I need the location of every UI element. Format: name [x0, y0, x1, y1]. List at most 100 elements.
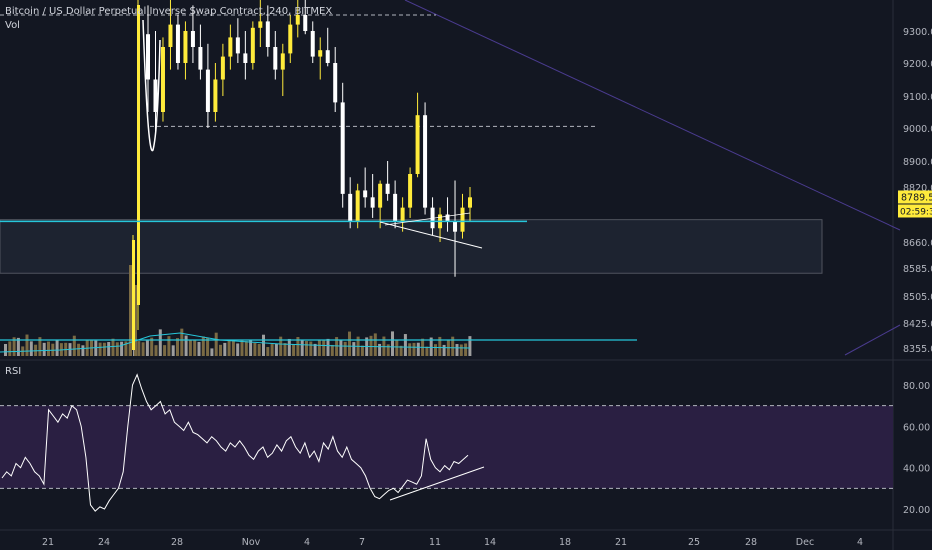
- candle: [340, 102, 345, 194]
- volume-bar: [434, 344, 437, 356]
- rsi-tick-label: 20.00: [903, 505, 930, 516]
- volume-bar: [317, 340, 321, 356]
- rsi-band: [0, 405, 893, 489]
- time-tick-label: 24: [98, 537, 110, 548]
- volume-bar: [55, 340, 59, 356]
- time-tick-label: 4: [857, 537, 863, 548]
- volume-bar: [335, 337, 339, 356]
- rsi-tick-label: 60.00: [903, 422, 930, 433]
- price-tick-label: 8425.0: [903, 319, 932, 330]
- volume-bar: [322, 340, 326, 356]
- volume-bar: [4, 344, 7, 356]
- candle: [408, 174, 413, 208]
- volume-bar: [266, 347, 270, 356]
- candle-wick: [142, 19, 161, 152]
- candle: [295, 15, 300, 25]
- candle: [280, 53, 285, 70]
- volume-bar: [429, 337, 433, 356]
- volume-bar: [330, 344, 334, 356]
- volume-bar: [292, 344, 296, 356]
- volume-bar: [163, 345, 167, 356]
- volume-bar: [193, 339, 197, 356]
- candle: [228, 37, 233, 57]
- volume-bar: [98, 342, 102, 356]
- candle: [137, 5, 140, 305]
- candle: [175, 24, 180, 64]
- volume-bar: [141, 342, 145, 356]
- volume-bar: [313, 343, 317, 356]
- candle: [378, 183, 383, 208]
- volume-bar: [326, 338, 330, 356]
- volume-bar: [219, 344, 222, 356]
- volume-bar: [446, 340, 450, 356]
- volume-bar: [25, 334, 29, 356]
- volume-bar: [240, 339, 244, 356]
- volume-bar: [373, 333, 377, 356]
- support-zone: [0, 219, 823, 274]
- volume-bar: [94, 340, 98, 356]
- volume-bar: [167, 336, 171, 356]
- rsi-tick-label: 80.00: [903, 381, 930, 392]
- rsi-line: [1, 373, 469, 512]
- candle: [393, 193, 398, 222]
- diagonal-trendline-bottom: [844, 324, 901, 356]
- volume-bar: [214, 332, 218, 356]
- volume-bar: [158, 329, 162, 356]
- candle: [160, 47, 165, 112]
- volume-bar: [399, 345, 403, 356]
- time-tick-label: 4: [304, 537, 310, 548]
- volume-bar: [42, 342, 46, 356]
- candle: [220, 56, 225, 80]
- volume-bar: [459, 344, 463, 356]
- volume-bar: [262, 334, 265, 356]
- volume-bar: [339, 340, 343, 356]
- candle: [205, 69, 210, 112]
- time-tick-label: 25: [688, 537, 700, 548]
- volume-bar: [188, 340, 192, 356]
- time-tick-label: Dec: [796, 537, 814, 548]
- volume-bar: [412, 342, 416, 356]
- volume-bar: [72, 335, 76, 356]
- candle: [318, 50, 323, 57]
- time-tick-label: 14: [484, 537, 496, 548]
- volume-bar: [16, 337, 20, 356]
- volume-bar: [129, 265, 132, 356]
- volume-bar: [309, 341, 313, 356]
- candle: [310, 31, 315, 57]
- candle: [325, 50, 330, 63]
- volume-bar: [134, 285, 137, 356]
- candle: [146, 34, 150, 80]
- volume-bar: [47, 341, 50, 356]
- rsi-trendline: [389, 466, 485, 501]
- candle: [453, 221, 458, 232]
- volume-bar: [270, 344, 274, 356]
- volume-bar: [102, 342, 106, 356]
- candle: [423, 115, 428, 208]
- last-price-label: 8789.5: [901, 192, 932, 203]
- volume-label: Vol: [5, 20, 20, 31]
- volume-bar: [386, 344, 390, 356]
- countdown-badge: [898, 204, 932, 218]
- volume-bar: [154, 345, 158, 356]
- volume-bar: [249, 340, 253, 356]
- candle: [385, 183, 390, 194]
- volume-bar: [77, 343, 81, 356]
- symbol-title: Bitcoin / US Dollar Perpetual Inverse Sw…: [5, 6, 333, 17]
- candle: [445, 214, 450, 222]
- volume-bar: [442, 344, 446, 356]
- candle: [250, 27, 255, 63]
- time-tick-label: Nov: [242, 537, 261, 548]
- candle: [183, 31, 188, 63]
- price-tick-label: 8660.0: [903, 238, 932, 249]
- rsi-tick-label: 40.00: [903, 464, 930, 475]
- price-tick-label: 9200.0: [903, 59, 932, 70]
- time-tick-label: 21: [42, 537, 54, 548]
- volume-bar: [236, 343, 240, 356]
- volume-bar: [145, 340, 149, 356]
- volume-bar: [352, 342, 356, 356]
- volume-bar: [171, 345, 175, 356]
- volume-bar: [115, 342, 119, 356]
- volume-bar: [408, 343, 412, 356]
- volume-bar: [348, 331, 351, 356]
